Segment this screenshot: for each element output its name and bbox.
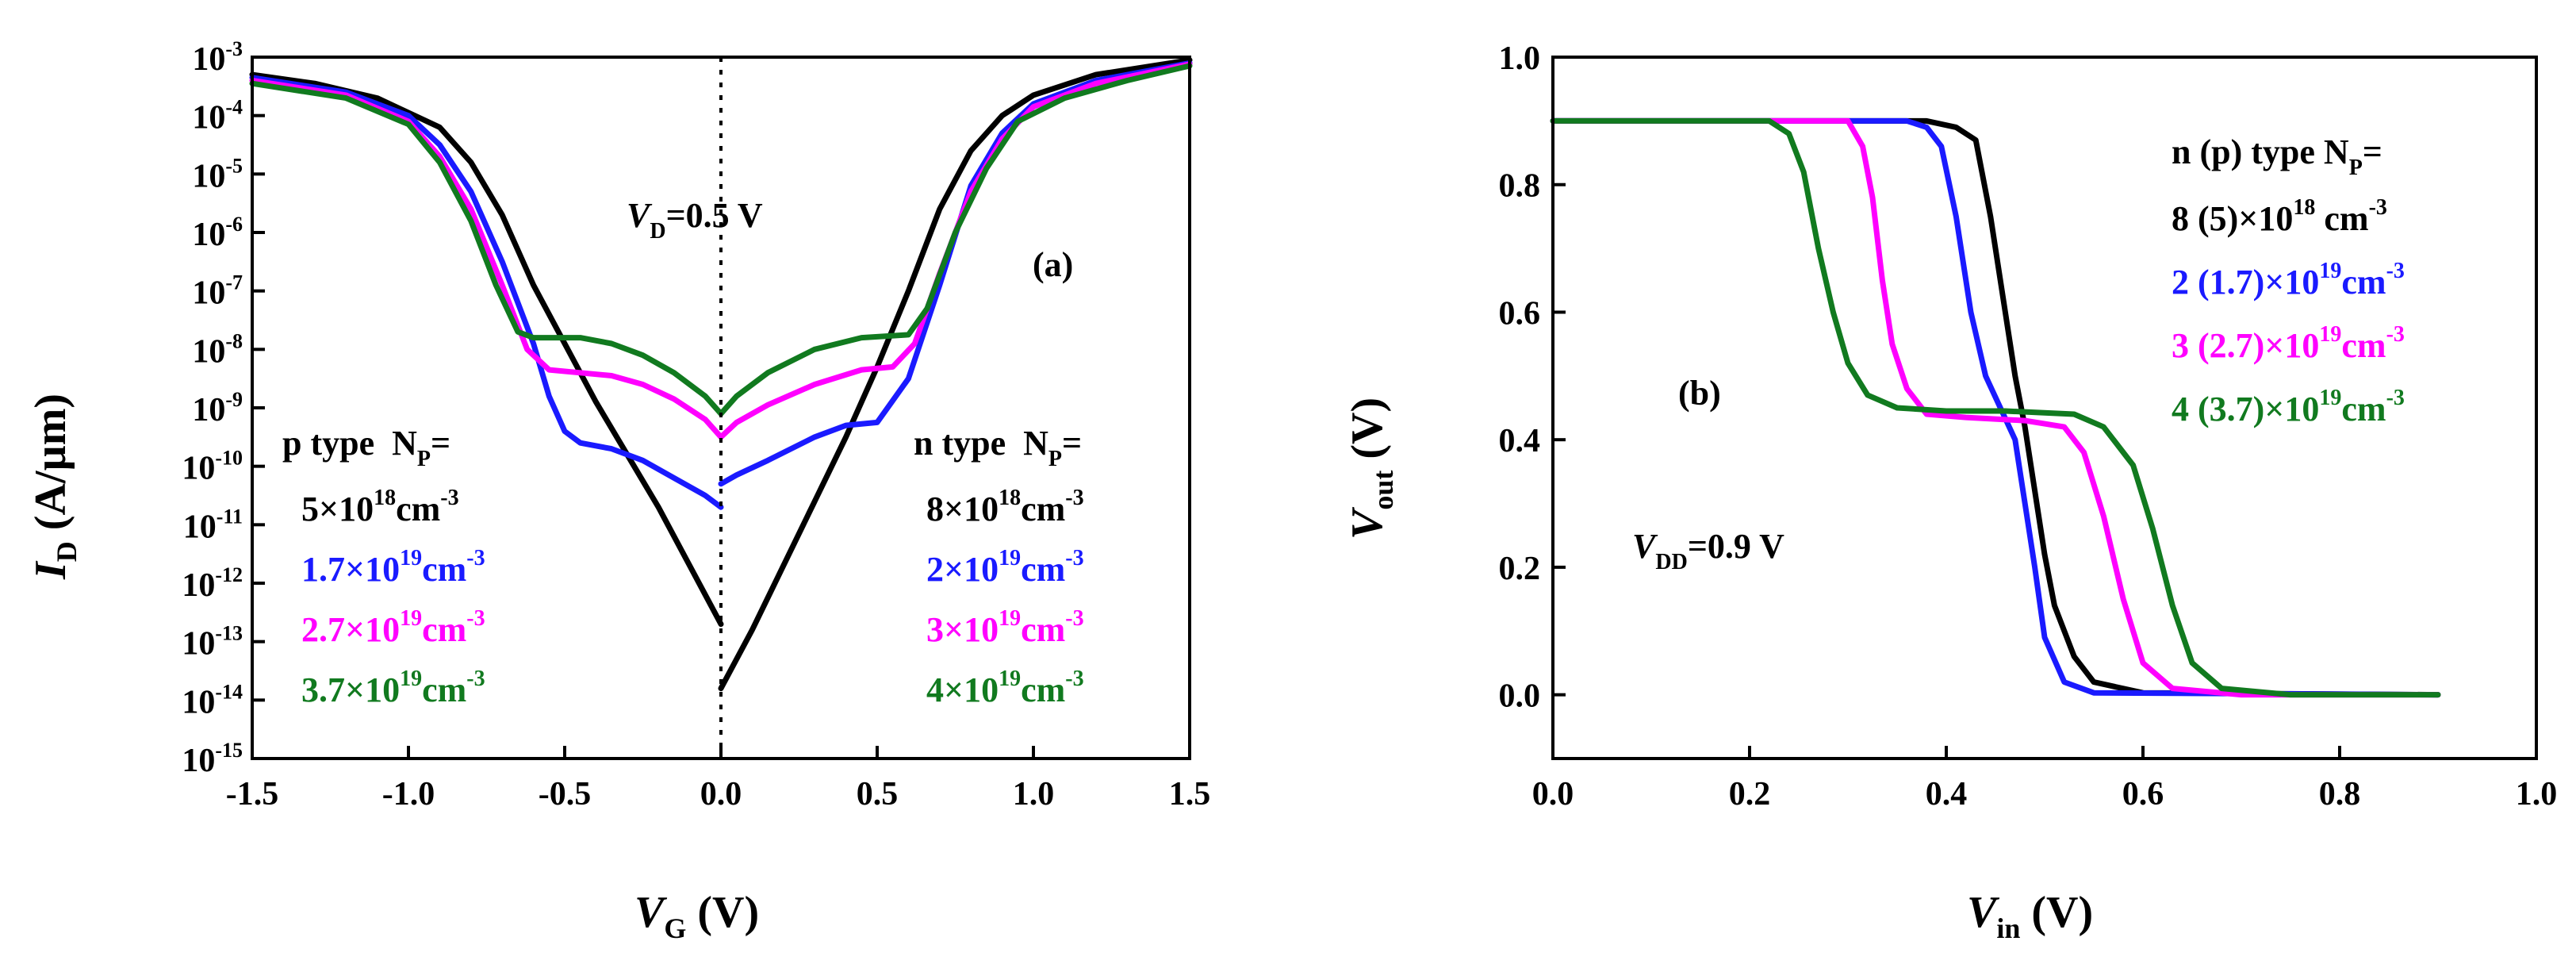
panel-a-curves bbox=[249, 57, 1193, 692]
panel-a-y-ticks: 10-3 10-4 10-5 10-6 10-7 10-8 10-9 10-10 10-11 10… bbox=[182, 37, 265, 779]
panel-b-y-tick-label: 0.6 bbox=[1499, 295, 1541, 332]
panel-b-y-tick-label: 0.4 bbox=[1499, 423, 1541, 459]
panel-a-series-4-right-line bbox=[718, 63, 1193, 417]
panel-b-y-axis-label: Vout (V) bbox=[1343, 398, 1399, 540]
panel-a-y-tick-label: 10-4 bbox=[192, 96, 243, 136]
panel-a-x-tick-label: 0.5 bbox=[857, 776, 899, 812]
panel-b-y-ticks: 0.0 0.2 0.4 0.6 0.8 1.0 bbox=[1499, 40, 1566, 715]
panel-a-series-4-left-line bbox=[249, 80, 724, 417]
panel-a-series-1-left-line bbox=[249, 71, 724, 628]
panel-b-x-ticks: 0.0 0.2 0.4 0.6 0.8 1.0 bbox=[1532, 746, 2558, 812]
panel-b-x-tick-label: 0.0 bbox=[1532, 776, 1574, 812]
panel-b-y-tick-label: 0.8 bbox=[1499, 168, 1541, 205]
panel-b-curves bbox=[1550, 117, 2441, 698]
panel-a-p-type-entry-2: 1.7×1019cm-3 bbox=[301, 546, 485, 589]
panel-a-y-axis-label: ID (A/µm) bbox=[26, 394, 82, 580]
panel-a-n-type-entry-2: 2×1019cm-3 bbox=[926, 546, 1084, 589]
panel-a-y-tick-label: 10-13 bbox=[182, 622, 243, 663]
panel-a-y-tick-label: 10-12 bbox=[182, 563, 243, 604]
panel-a-series-2-left-line bbox=[249, 75, 724, 510]
panel-a-n-type-entry-4: 4×1019cm-3 bbox=[926, 666, 1084, 709]
panel-a-x-tick-label: -1.0 bbox=[382, 776, 435, 812]
panel-b-x-tick-label: 0.2 bbox=[1729, 776, 1771, 812]
panel-a-p-type-entry-1: 5×1018cm-3 bbox=[301, 486, 459, 528]
panel-b-legend: 8 (5)×1018 cm-3 2 (1.7)×1019cm-3 3 (2.7)×1… bbox=[2172, 195, 2405, 428]
panel-b-x-tick-label: 0.4 bbox=[1926, 776, 1968, 812]
panel-b-x-tick-label: 0.6 bbox=[2122, 776, 2164, 812]
panel-b-legend-entry-3: 3 (2.7)×1019cm-3 bbox=[2172, 322, 2405, 365]
panel-b-legend-entry-4: 4 (3.7)×1019cm-3 bbox=[2172, 386, 2405, 428]
panel-a-x-tick-label: 1.0 bbox=[1013, 776, 1055, 812]
panel-a-x-ticks: -1.5 -1.0 -0.5 0.0 0.5 1.0 1.5 bbox=[226, 746, 1211, 812]
panel-b-legend-entry-2: 2 (1.7)×1019cm-3 bbox=[2172, 259, 2405, 302]
panel-b-series-1-line bbox=[1550, 117, 2441, 698]
panel-b-series-3-line bbox=[1550, 117, 2441, 698]
panel-b-x-tick-label: 0.8 bbox=[2319, 776, 2361, 812]
panel-a-series-3-right-line bbox=[718, 61, 1193, 440]
panel-a-n-type-heading: n type NP= bbox=[914, 424, 1082, 471]
panel-a-y-tick-label: 10-14 bbox=[182, 680, 243, 720]
panel-a-x-tick-label: 1.5 bbox=[1169, 776, 1211, 812]
panel-a-y-tick-label: 10-3 bbox=[192, 37, 243, 78]
panel-a-label: (a) bbox=[1033, 245, 1073, 284]
panel-b-vdd-annotation: VDD=0.9 V bbox=[1632, 527, 1784, 574]
panel-b-x-axis-label: Vin (V) bbox=[1967, 888, 2093, 944]
panel-a-y-tick-label: 10-15 bbox=[182, 739, 243, 779]
panel-a-bias-annotation: VD=0.5 V bbox=[627, 196, 763, 244]
panel-b-x-tick-label: 1.0 bbox=[2516, 776, 2558, 812]
panel-b-series-2-line bbox=[1550, 117, 2441, 698]
panel-a-y-tick-label: 10-11 bbox=[183, 505, 243, 545]
panel-b-legend-entry-1: 8 (5)×1018 cm-3 bbox=[2172, 195, 2387, 238]
panel-a-y-tick-label: 10-8 bbox=[192, 329, 243, 370]
panel-a-x-tick-label: -0.5 bbox=[539, 776, 592, 812]
panel-b-y-tick-label: 0.0 bbox=[1499, 678, 1541, 715]
panel-a-y-tick-label: 10-10 bbox=[182, 447, 243, 487]
panel-a-x-axis-label: VG (V) bbox=[634, 888, 759, 944]
panel-a-y-tick-label: 10-6 bbox=[192, 213, 243, 253]
panel-a-series-1-right-line bbox=[718, 57, 1193, 692]
panel-a-y-tick-label: 10-5 bbox=[192, 154, 243, 194]
panel-b-y-tick-label: 0.2 bbox=[1499, 551, 1541, 587]
panel-a-n-type-legend: 8×1018cm-3 2×1019cm-3 3×1019cm-3 4×1019cm-3 bbox=[926, 486, 1084, 709]
panel-b-y-tick-label: 1.0 bbox=[1499, 40, 1541, 77]
panel-a-y-tick-label: 10-9 bbox=[192, 388, 243, 428]
panel-b-frame bbox=[1551, 56, 2538, 760]
panel-a-n-type-entry-1: 8×1018cm-3 bbox=[926, 486, 1084, 528]
panel-a-p-type-legend: 5×1018cm-3 1.7×1019cm-3 2.7×1019cm-3 3.7×10… bbox=[301, 486, 485, 709]
panel-a-p-type-heading: p type NP= bbox=[282, 424, 450, 471]
panel-a-p-type-entry-3: 2.7×1019cm-3 bbox=[301, 606, 485, 649]
panel-a-p-type-entry-4: 3.7×1019cm-3 bbox=[301, 666, 485, 709]
panel-b-series-4-line bbox=[1550, 117, 2441, 698]
panel-a-y-tick-label: 10-7 bbox=[192, 271, 243, 312]
panel-a-x-tick-label: -1.5 bbox=[226, 776, 279, 812]
panel-a-series-2-right-line bbox=[718, 60, 1193, 487]
panel-b-label: (b) bbox=[1678, 374, 1721, 413]
panel-a: -1.5 -1.0 -0.5 0.0 0.5 1.0 1.5 10-310-410-510-… bbox=[26, 37, 1210, 944]
panel-a-x-tick-label: 0.0 bbox=[700, 776, 742, 812]
panel-a-n-type-entry-3: 3×1019cm-3 bbox=[926, 606, 1084, 649]
panel-b: 0.0 0.2 0.4 0.6 0.8 1.0 0.0 0.2 0.4 0.6 0.8 1.0 Vi… bbox=[1343, 40, 2557, 944]
panel-b-legend-heading: n (p) type NP= bbox=[2172, 133, 2382, 180]
